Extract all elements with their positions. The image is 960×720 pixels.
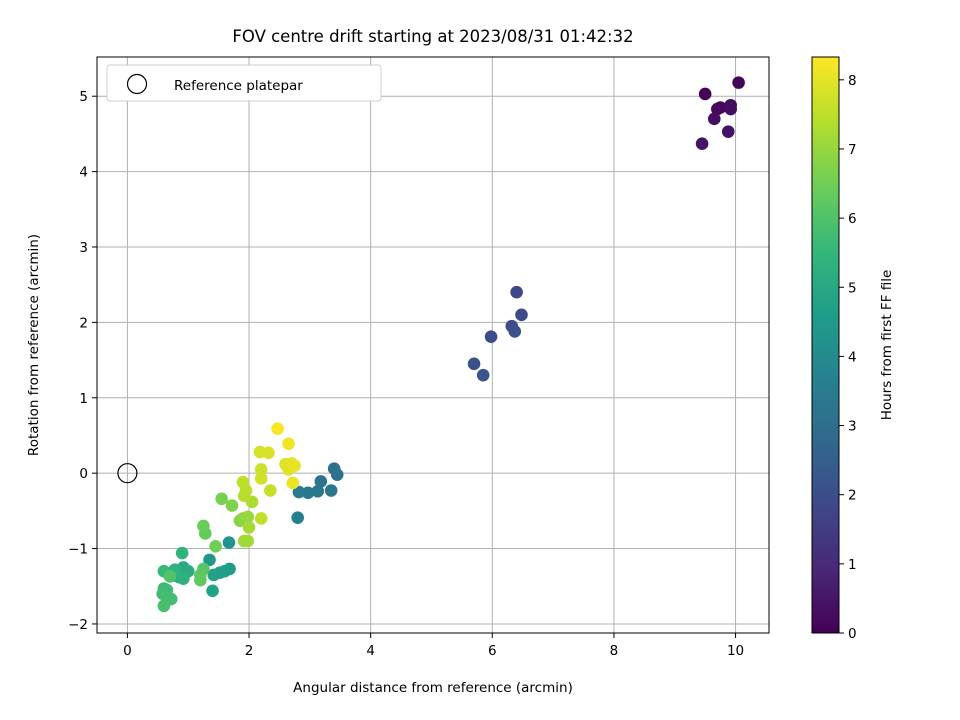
y-tick-label: 1 — [79, 391, 88, 407]
data-point — [286, 476, 300, 490]
data-point — [301, 486, 315, 500]
colorbar-tick-label: 0 — [848, 626, 857, 642]
colorbar-tick-label: 1 — [848, 557, 857, 573]
colorbar-tick-label: 6 — [848, 211, 857, 227]
data-point — [264, 484, 277, 497]
data-point — [282, 437, 295, 451]
y-tick-label: 3 — [79, 240, 88, 256]
plot-frame — [96, 56, 770, 634]
data-point — [241, 510, 255, 524]
colorbar-tick-label: 5 — [848, 280, 857, 296]
data-point — [207, 568, 221, 582]
data-point — [254, 512, 268, 525]
data-point — [163, 570, 177, 583]
reference-platepar-point — [117, 463, 138, 484]
x-axis: 0 2 4 6 8 10 — [123, 633, 744, 659]
reference-marker — [117, 463, 138, 484]
legend-label-reference: Reference platepar — [174, 78, 303, 94]
legend: Reference platepar — [106, 64, 382, 102]
colorbar-tick-label: 3 — [848, 419, 857, 435]
y-tick-label: 2 — [79, 315, 88, 331]
y-tick-label: 4 — [79, 165, 88, 181]
legend-marker-reference — [126, 73, 148, 95]
x-tick-label: 0 — [123, 643, 132, 659]
colorbar-ticks: 0 1 2 3 4 5 6 7 8 — [839, 73, 857, 642]
data-point — [711, 102, 724, 116]
x-tick-label: 4 — [366, 643, 375, 659]
data-point — [291, 511, 304, 524]
x-tick-label: 2 — [245, 643, 254, 659]
data-point — [262, 446, 275, 460]
data-point — [225, 499, 239, 512]
data-point — [508, 325, 522, 338]
data-point — [215, 492, 228, 506]
data-point — [707, 112, 721, 126]
data-point — [476, 368, 490, 382]
y-axis-label: Rotation from reference (arcmin) — [26, 234, 42, 456]
legend-box — [106, 64, 382, 102]
data-point — [324, 484, 338, 497]
scatter-points — [156, 76, 745, 613]
data-point — [292, 485, 306, 499]
data-point — [241, 534, 255, 548]
x-axis-label: Angular distance from reference (arcmin) — [293, 680, 573, 696]
x-tick-label: 8 — [610, 643, 619, 659]
data-point — [209, 539, 222, 553]
colorbar-tick-label: 8 — [848, 73, 857, 89]
y-axis: −2 −1 0 1 2 3 4 5 — [68, 89, 97, 633]
y-tick-label: −2 — [68, 617, 88, 633]
data-point — [254, 472, 268, 485]
colorbar-label: Hours from first FF file — [879, 270, 895, 421]
y-tick-label: −1 — [68, 542, 88, 558]
data-point — [288, 459, 301, 472]
x-tick-label: 10 — [727, 643, 744, 659]
data-point — [175, 546, 189, 560]
data-point — [157, 599, 171, 613]
grid-lines — [97, 57, 769, 633]
data-point — [242, 521, 256, 534]
y-tick-label: 0 — [79, 466, 88, 482]
data-point — [311, 484, 325, 498]
data-point — [314, 475, 328, 488]
colorbar-tick-label: 2 — [848, 488, 857, 504]
x-tick-label: 6 — [488, 643, 497, 659]
data-point — [222, 536, 236, 549]
data-point — [510, 285, 523, 299]
colorbar: 0 1 2 3 4 5 6 7 8 Hours from first FF file — [811, 56, 895, 642]
data-point — [330, 468, 344, 481]
data-point — [194, 573, 207, 587]
data-point — [236, 475, 250, 489]
data-point — [197, 519, 210, 533]
data-point — [484, 330, 498, 344]
colorbar-gradient — [811, 56, 840, 634]
data-point — [515, 308, 528, 322]
data-point — [732, 76, 745, 89]
plot-area — [96, 56, 770, 634]
data-point — [254, 463, 268, 476]
data-point — [206, 584, 219, 598]
colorbar-tick-label: 4 — [848, 349, 857, 365]
data-point — [203, 553, 216, 567]
data-point — [695, 137, 709, 151]
y-tick-label: 5 — [79, 89, 88, 105]
data-point — [467, 357, 481, 371]
data-point — [177, 572, 190, 586]
colorbar-tick-label: 7 — [848, 142, 857, 158]
data-point — [724, 102, 737, 116]
chart-title: FOV centre drift starting at 2023/08/31 … — [232, 27, 633, 46]
data-point — [271, 422, 284, 435]
data-point — [721, 125, 735, 138]
data-point — [698, 87, 712, 101]
